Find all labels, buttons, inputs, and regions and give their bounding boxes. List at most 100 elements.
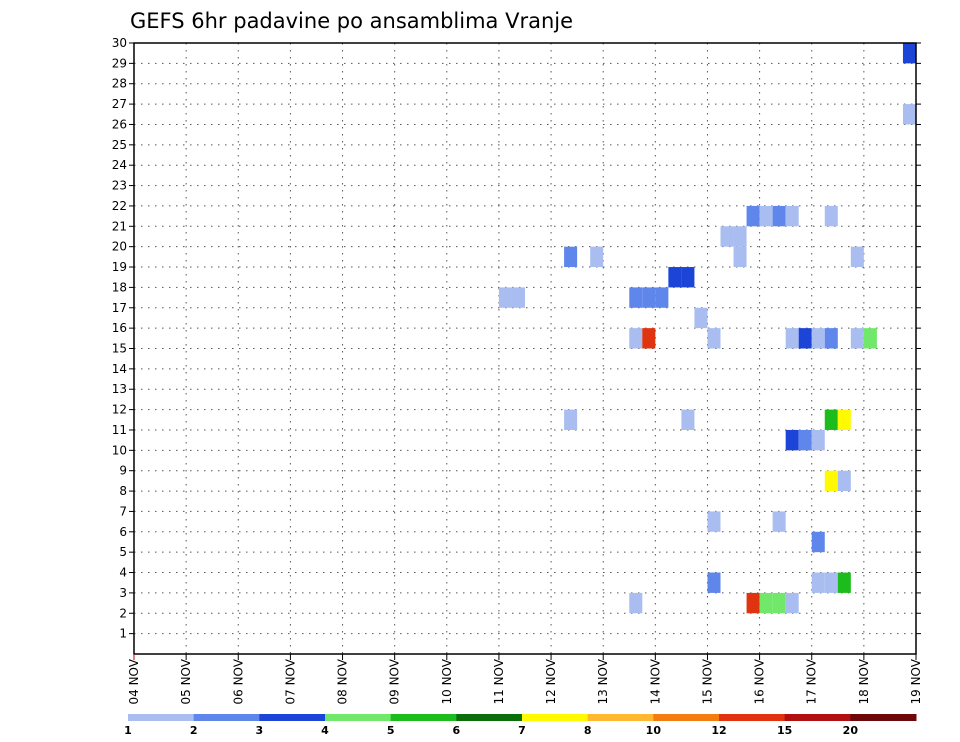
data-cell: [759, 205, 773, 227]
y-tick-label: 15: [112, 342, 127, 356]
legend-swatch: [456, 714, 523, 721]
y-tick-label: 12: [112, 403, 127, 417]
y-tick-label: 20: [112, 240, 127, 254]
y-tick-label: 25: [112, 138, 127, 152]
legend-label: 7: [518, 724, 526, 737]
data-cell: [772, 511, 786, 532]
data-cell: [590, 246, 604, 268]
data-cell: [785, 205, 799, 227]
data-cell: [707, 328, 721, 349]
data-cell: [837, 470, 851, 492]
y-tick-label: 10: [112, 443, 127, 457]
y-tick-label: 27: [112, 97, 127, 111]
legend-swatch: [719, 714, 786, 721]
data-cell: [733, 226, 747, 247]
y-tick-label: 17: [112, 301, 127, 315]
data-cell: [902, 104, 916, 125]
x-tick-label: 13 NOV: [596, 658, 610, 704]
x-tick-label: 18 NOV: [857, 658, 871, 704]
data-cell: [746, 205, 760, 227]
y-tick-label: 30: [112, 36, 127, 50]
y-tick-label: 16: [112, 321, 127, 335]
y-tick-label: 18: [112, 280, 127, 294]
data-cell: [629, 592, 643, 614]
y-tick-label: 28: [112, 77, 127, 91]
x-tick-label: 09 NOV: [388, 658, 402, 704]
data-cell: [824, 470, 838, 492]
data-cell: [746, 592, 760, 614]
x-tick-label: 16 NOV: [753, 658, 767, 704]
legend-swatch: [390, 714, 457, 721]
data-cell: [811, 572, 825, 593]
y-tick-label: 24: [112, 158, 127, 172]
data-cell: [694, 307, 708, 329]
legend-swatch: [259, 714, 326, 721]
legend-label: 8: [584, 724, 592, 737]
x-tick-label: 10 NOV: [440, 658, 454, 704]
y-tick-label: 19: [112, 260, 127, 274]
x-tick-label: 19 NOV: [909, 658, 923, 704]
legend-swatch: [325, 714, 392, 721]
y-tick-label: 21: [112, 219, 127, 233]
data-cell: [798, 429, 812, 451]
legend-swatch: [653, 714, 720, 721]
legend-swatch: [193, 714, 260, 721]
x-tick-label: 14 NOV: [648, 658, 662, 704]
data-cell: [733, 246, 747, 268]
data-cell: [824, 572, 838, 593]
legend-label: 5: [387, 724, 395, 737]
data-cell: [811, 531, 825, 553]
data-cell: [863, 328, 877, 349]
legend-label: 6: [453, 724, 461, 737]
y-tick-label: 8: [119, 484, 127, 498]
data-cell: [642, 328, 656, 349]
data-cell: [759, 592, 773, 614]
x-tick-label: 05 NOV: [179, 658, 193, 704]
y-tick-label: 13: [112, 382, 127, 396]
data-cell: [511, 287, 525, 308]
data-cell: [811, 328, 825, 349]
legend-label: 15: [777, 724, 792, 737]
y-tick-label: 4: [119, 566, 127, 580]
chart-title: GEFS 6hr padavine po ansamblima Vranje: [130, 9, 573, 33]
data-cell: [642, 287, 656, 308]
data-cell: [629, 328, 643, 349]
y-tick-label: 9: [119, 464, 127, 478]
data-cell: [850, 328, 864, 349]
data-cell: [902, 43, 916, 64]
data-cell: [681, 267, 695, 288]
y-tick-label: 14: [112, 362, 127, 376]
data-cell: [772, 592, 786, 614]
y-tick-label: 5: [119, 545, 127, 559]
data-cell: [837, 572, 851, 593]
y-tick-label: 26: [112, 117, 127, 131]
y-tick-label: 1: [119, 627, 127, 641]
data-cell: [655, 287, 669, 308]
legend-swatch: [128, 714, 195, 721]
legend-swatch: [850, 714, 917, 721]
data-cell: [564, 246, 578, 268]
legend-label: 20: [843, 724, 859, 737]
y-tick-label: 23: [112, 179, 127, 193]
data-cell: [707, 572, 721, 593]
legend-label: 4: [321, 724, 329, 737]
y-tick-label: 6: [119, 525, 127, 539]
data-cell: [785, 328, 799, 349]
data-cell: [798, 328, 812, 349]
y-tick-label: 2: [119, 606, 127, 620]
data-cells: [498, 43, 916, 614]
data-cell: [720, 226, 734, 247]
legend-label: 2: [190, 724, 198, 737]
legend-swatch: [587, 714, 654, 721]
data-cell: [837, 409, 851, 430]
data-cell: [824, 205, 838, 227]
data-cell: [668, 267, 682, 288]
y-axis: 1234567891011121314151617181920212223242…: [112, 36, 921, 641]
legend-label: 10: [646, 724, 662, 737]
data-cell: [681, 409, 695, 430]
y-tick-label: 7: [119, 504, 127, 518]
x-tick-label: 06 NOV: [231, 658, 245, 704]
legend-swatch: [522, 714, 589, 721]
data-cell: [824, 328, 838, 349]
